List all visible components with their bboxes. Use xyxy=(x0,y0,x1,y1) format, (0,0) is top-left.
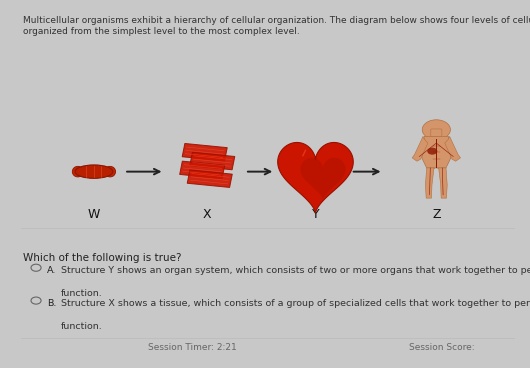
Circle shape xyxy=(422,120,450,139)
Polygon shape xyxy=(438,168,447,198)
Text: Session Timer: 2:21: Session Timer: 2:21 xyxy=(148,343,236,352)
Polygon shape xyxy=(187,170,232,187)
FancyBboxPatch shape xyxy=(431,129,442,137)
Ellipse shape xyxy=(104,166,116,177)
Polygon shape xyxy=(190,152,235,170)
Circle shape xyxy=(427,148,437,155)
Polygon shape xyxy=(301,158,346,200)
Polygon shape xyxy=(412,137,428,161)
Text: organized from the simplest level to the most complex level.: organized from the simplest level to the… xyxy=(23,27,300,36)
Text: Session Score:: Session Score: xyxy=(409,343,474,352)
Text: Multicellular organisms exhibit a hierarchy of cellular organization. The diagra: Multicellular organisms exhibit a hierar… xyxy=(23,16,530,25)
Text: X: X xyxy=(203,208,211,220)
Text: B.: B. xyxy=(47,299,57,308)
Text: A.: A. xyxy=(47,266,57,275)
Polygon shape xyxy=(278,142,353,213)
Ellipse shape xyxy=(72,166,83,177)
Polygon shape xyxy=(180,161,225,178)
Text: Structure X shows a tissue, which consists of a group of specialized cells that : Structure X shows a tissue, which consis… xyxy=(61,299,530,308)
Text: function.: function. xyxy=(61,322,103,331)
Text: W: W xyxy=(88,208,100,220)
Text: function.: function. xyxy=(61,289,103,298)
Polygon shape xyxy=(426,168,435,198)
Polygon shape xyxy=(445,137,461,161)
Text: Z: Z xyxy=(432,208,440,220)
Polygon shape xyxy=(422,137,451,168)
Ellipse shape xyxy=(75,165,113,178)
Text: Structure Y shows an organ system, which consists of two or more organs that wor: Structure Y shows an organ system, which… xyxy=(61,266,530,275)
Text: Y: Y xyxy=(312,208,319,220)
Polygon shape xyxy=(182,144,227,161)
Text: Which of the following is true?: Which of the following is true? xyxy=(23,253,182,263)
